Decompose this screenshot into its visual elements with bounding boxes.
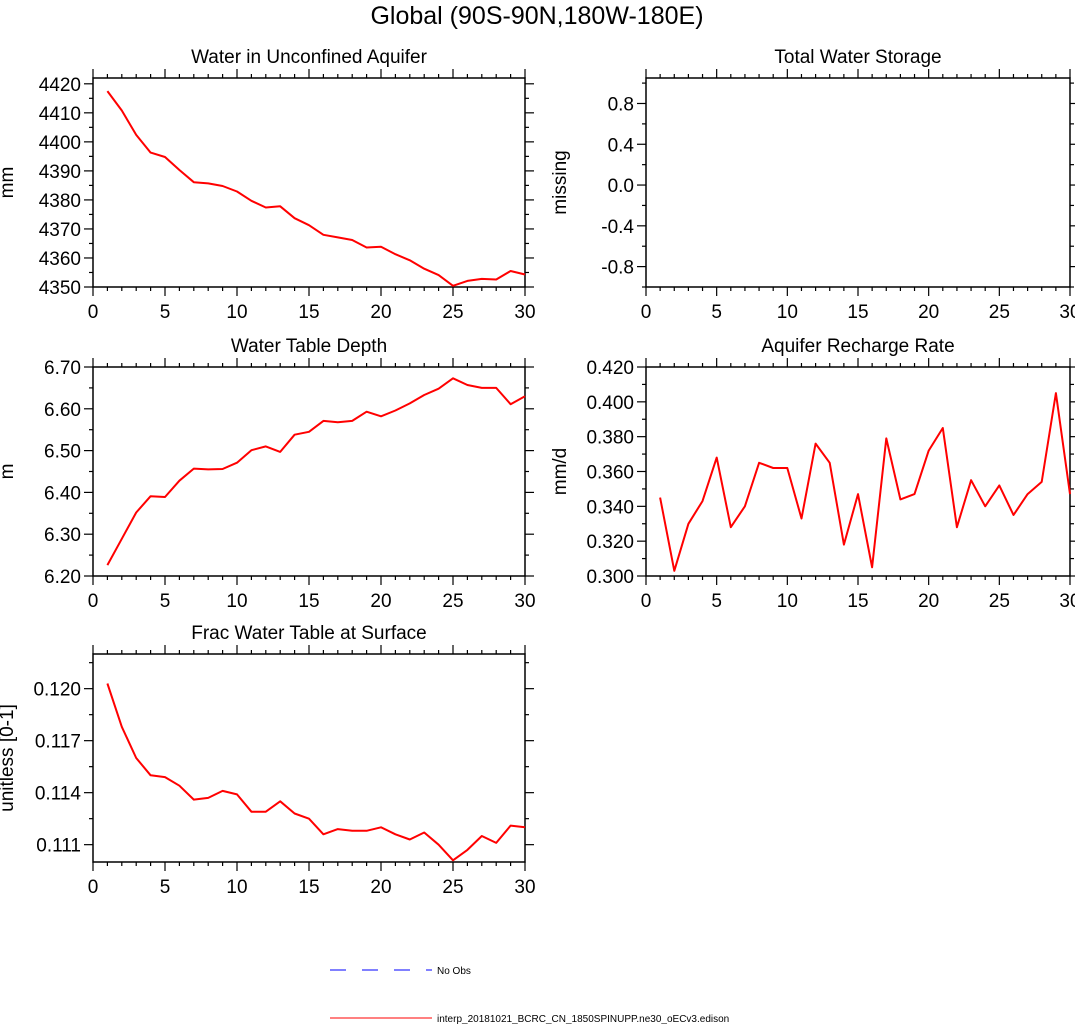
page-title: Global (90S-90N,180W-180E): [370, 2, 703, 30]
x-tick-label: 20: [918, 591, 939, 612]
y-axis-label: m: [0, 464, 18, 480]
y-tick-label: 4350: [39, 278, 81, 299]
y-tick-label: 0.380: [586, 428, 634, 449]
y-tick-label: 0.111: [36, 836, 81, 857]
plot-frame: [645, 77, 1071, 288]
x-tick-label: 0: [88, 591, 99, 612]
legend-item-model: interp_20181021_BCRC_CN_1850SPINUPP.ne30…: [330, 1014, 729, 1024]
x-tick-label: 15: [847, 591, 868, 612]
panel-title: Total Water Storage: [774, 47, 941, 68]
y-axis-label: mm: [0, 167, 18, 199]
y-axis-label: mm/d: [550, 448, 571, 496]
plot-frame: [92, 653, 526, 863]
x-tick-label: 20: [370, 591, 391, 612]
x-tick-label: 30: [514, 591, 535, 612]
series-line-0: [106, 683, 526, 862]
y-tick-label: -0.8: [601, 258, 634, 279]
y-axis-label: missing: [550, 150, 571, 214]
y-tick-label: 0.120: [33, 680, 81, 701]
x-tick-label: 30: [514, 302, 535, 323]
y-tick-label: 6.60: [44, 400, 81, 421]
y-tick-label: 4370: [39, 220, 81, 241]
x-tick-label: 15: [298, 591, 319, 612]
y-tick-label: 4420: [39, 75, 81, 96]
y-tick-label: 4400: [39, 133, 81, 154]
y-tick-label: 0.400: [586, 393, 634, 414]
chart-panels: Water in Unconfined Aquifer mm 0 5 10 15 20 25 3…: [0, 47, 1075, 898]
x-tick-label: 5: [711, 302, 722, 323]
x-tick-label: 30: [1059, 302, 1075, 323]
y-tick-label: 4380: [39, 191, 81, 212]
panel-title: Water Table Depth: [231, 336, 387, 357]
legend-label-obs: No Obs: [437, 966, 471, 977]
panel-title: Frac Water Table at Surface: [191, 623, 427, 644]
x-tick-label: 15: [847, 302, 868, 323]
chart-panel-1: Water in Unconfined Aquifer mm 0 5 10 15 20 25 3…: [0, 47, 536, 323]
chart-panel-3: Water Table Depth m 0 5 10 15 20 25 30 6.20 6.30 6.…: [0, 336, 536, 612]
x-tick-label: 15: [298, 302, 319, 323]
y-tick-label: 0.340: [586, 497, 634, 518]
y-tick-label: 6.20: [44, 567, 81, 588]
y-tick-label: 0.114: [35, 784, 82, 805]
legend-item-obs: No Obs: [330, 966, 471, 977]
y-tick-label: 6.30: [44, 525, 81, 546]
y-tick-label: 4360: [39, 249, 81, 270]
x-tick-label: 5: [160, 877, 171, 898]
y-tick-label: 4410: [39, 104, 81, 125]
x-tick-label: 10: [226, 302, 247, 323]
plot-frame: [92, 77, 526, 288]
y-tick-label: 0.360: [586, 463, 634, 484]
y-tick-label: 0.8: [608, 94, 634, 115]
x-tick-label: 0: [641, 302, 652, 323]
y-tick-label: 0.117: [35, 732, 81, 753]
panel-title: Water in Unconfined Aquifer: [191, 47, 428, 68]
y-tick-label: 4390: [39, 162, 81, 183]
panel-title: Aquifer Recharge Rate: [761, 336, 954, 357]
chart-panel-5: Frac Water Table at Surface unitless [0-1…: [0, 623, 536, 898]
x-tick-label: 5: [160, 591, 171, 612]
x-tick-label: 20: [370, 877, 391, 898]
series-line-0: [106, 377, 526, 566]
y-tick-label: 6.70: [44, 358, 81, 379]
y-tick-label: 0.420: [586, 358, 634, 379]
y-tick-label: -0.4: [601, 217, 634, 238]
y-axis-label: unitless [0-1]: [0, 704, 18, 812]
x-tick-label: 10: [226, 591, 247, 612]
y-tick-label: 0.320: [586, 532, 634, 553]
x-tick-label: 25: [442, 302, 463, 323]
chart-panel-2: Total Water Storage missing 0 5 10 15 20 25 30 -0…: [550, 47, 1075, 323]
x-tick-label: 30: [1059, 591, 1075, 612]
plot-frame: [92, 366, 526, 577]
x-tick-label: 5: [711, 591, 722, 612]
x-tick-label: 20: [918, 302, 939, 323]
x-tick-label: 20: [370, 302, 391, 323]
legend: No Obs interp_20181021_BCRC_CN_1850SPINU…: [330, 966, 729, 1024]
x-tick-label: 0: [88, 877, 99, 898]
plot-frame: [645, 366, 1071, 577]
x-tick-label: 30: [514, 877, 535, 898]
x-tick-label: 25: [442, 877, 463, 898]
x-tick-label: 10: [777, 591, 798, 612]
x-tick-label: 10: [777, 302, 798, 323]
y-tick-label: 0.4: [608, 135, 635, 156]
x-tick-label: 25: [989, 591, 1010, 612]
x-tick-label: 25: [989, 302, 1010, 323]
y-tick-label: 6.40: [44, 483, 81, 504]
x-tick-label: 0: [641, 591, 652, 612]
y-tick-label: 6.50: [44, 442, 81, 463]
x-tick-label: 15: [298, 877, 319, 898]
x-tick-label: 5: [160, 302, 171, 323]
y-tick-label: 0.0: [608, 176, 634, 197]
series-line-0: [106, 90, 526, 287]
y-tick-label: 0.300: [586, 567, 634, 588]
x-tick-label: 25: [442, 591, 463, 612]
x-tick-label: 10: [226, 877, 247, 898]
chart-panel-4: Aquifer Recharge Rate mm/d 0 5 10 15 20 25 30 0.3…: [550, 336, 1075, 612]
x-tick-label: 0: [88, 302, 99, 323]
series-line-0: [659, 392, 1071, 572]
legend-label-model: interp_20181021_BCRC_CN_1850SPINUPP.ne30…: [437, 1014, 729, 1024]
